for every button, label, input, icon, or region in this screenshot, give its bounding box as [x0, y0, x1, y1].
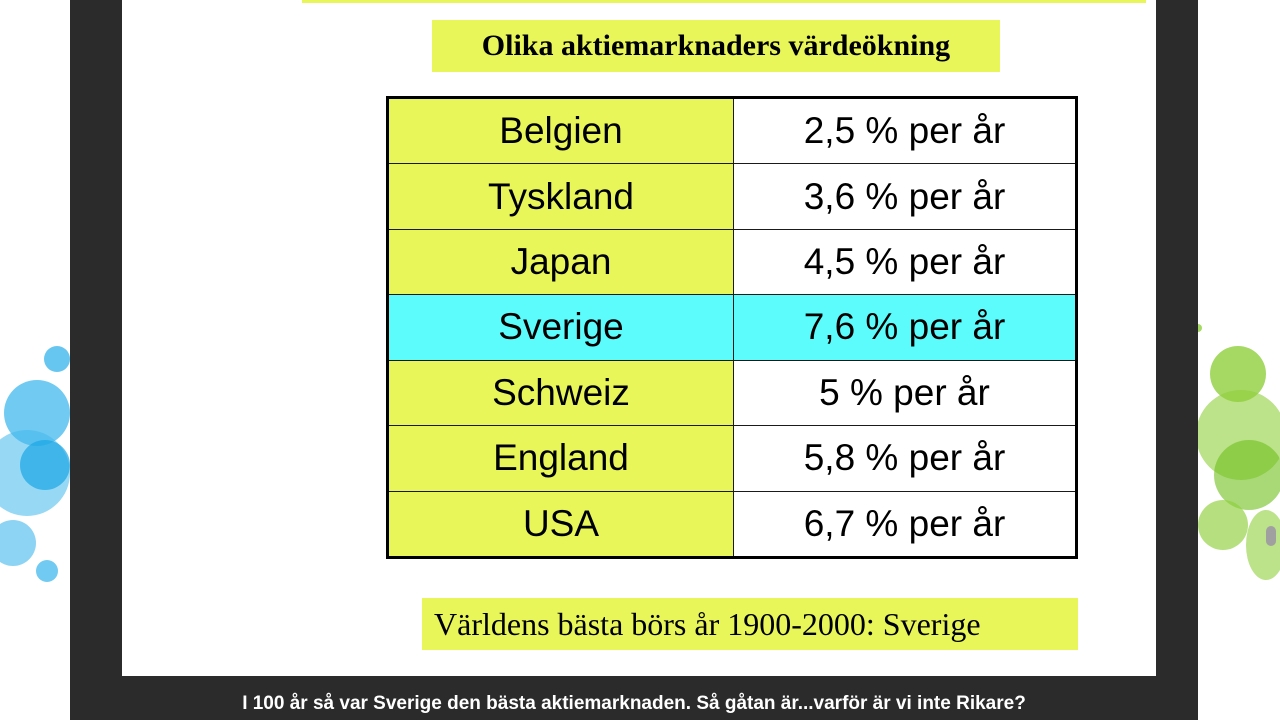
slide-title: Olika aktiemarknaders värdeökning [432, 20, 1000, 72]
rate-cell: 3,6 % per år [734, 164, 1075, 229]
bubble-decoration [1214, 440, 1280, 510]
bubble-decoration [20, 440, 70, 490]
country-cell: England [389, 426, 734, 491]
country-cell: Tyskland [389, 164, 734, 229]
table-row: England 5,8 % per år [389, 426, 1075, 492]
table-row: Schweiz 5 % per år [389, 360, 1075, 427]
bubble-decoration [1246, 510, 1280, 580]
table-row: Tyskland 3,6 % per år [389, 164, 1075, 230]
bubble-decoration [36, 560, 58, 582]
rate-cell: 6,7 % per år [734, 491, 1075, 556]
country-cell: Japan [389, 229, 734, 295]
table-row: Belgien 2,5 % per år [389, 99, 1075, 165]
country-cell: Belgien [389, 99, 734, 164]
video-caption: I 100 år så var Sverige den bästa aktiem… [242, 693, 1026, 714]
table-row: Japan 4,5 % per år [389, 229, 1075, 296]
rate-cell: 7,6 % per år [734, 295, 1075, 360]
rate-cell: 2,5 % per år [734, 99, 1075, 164]
bubble-decoration [0, 520, 36, 566]
table-row: USA 6,7 % per år [389, 491, 1075, 556]
country-cell: Schweiz [389, 360, 734, 426]
scrollbar-thumb[interactable] [1266, 526, 1276, 546]
returns-table: Belgien 2,5 % per år Tyskland 3,6 % per år J… [386, 96, 1078, 559]
slide: Olika aktiemarknaders värdeökning Belgie… [122, 0, 1156, 676]
bubble-decoration [44, 346, 70, 372]
top-highlight-strip [302, 0, 1146, 3]
bubble-decoration [1194, 324, 1202, 332]
rate-cell: 5 % per år [734, 360, 1075, 426]
slide-footer: Världens bästa börs år 1900-2000: Sverig… [422, 598, 1078, 650]
table-row: Sverige 7,6 % per år [389, 295, 1075, 361]
bubble-decoration [1198, 500, 1248, 550]
rate-cell: 5,8 % per år [734, 426, 1075, 491]
country-cell: USA [389, 491, 734, 556]
country-cell: Sverige [389, 295, 734, 360]
rate-cell: 4,5 % per år [734, 229, 1075, 295]
